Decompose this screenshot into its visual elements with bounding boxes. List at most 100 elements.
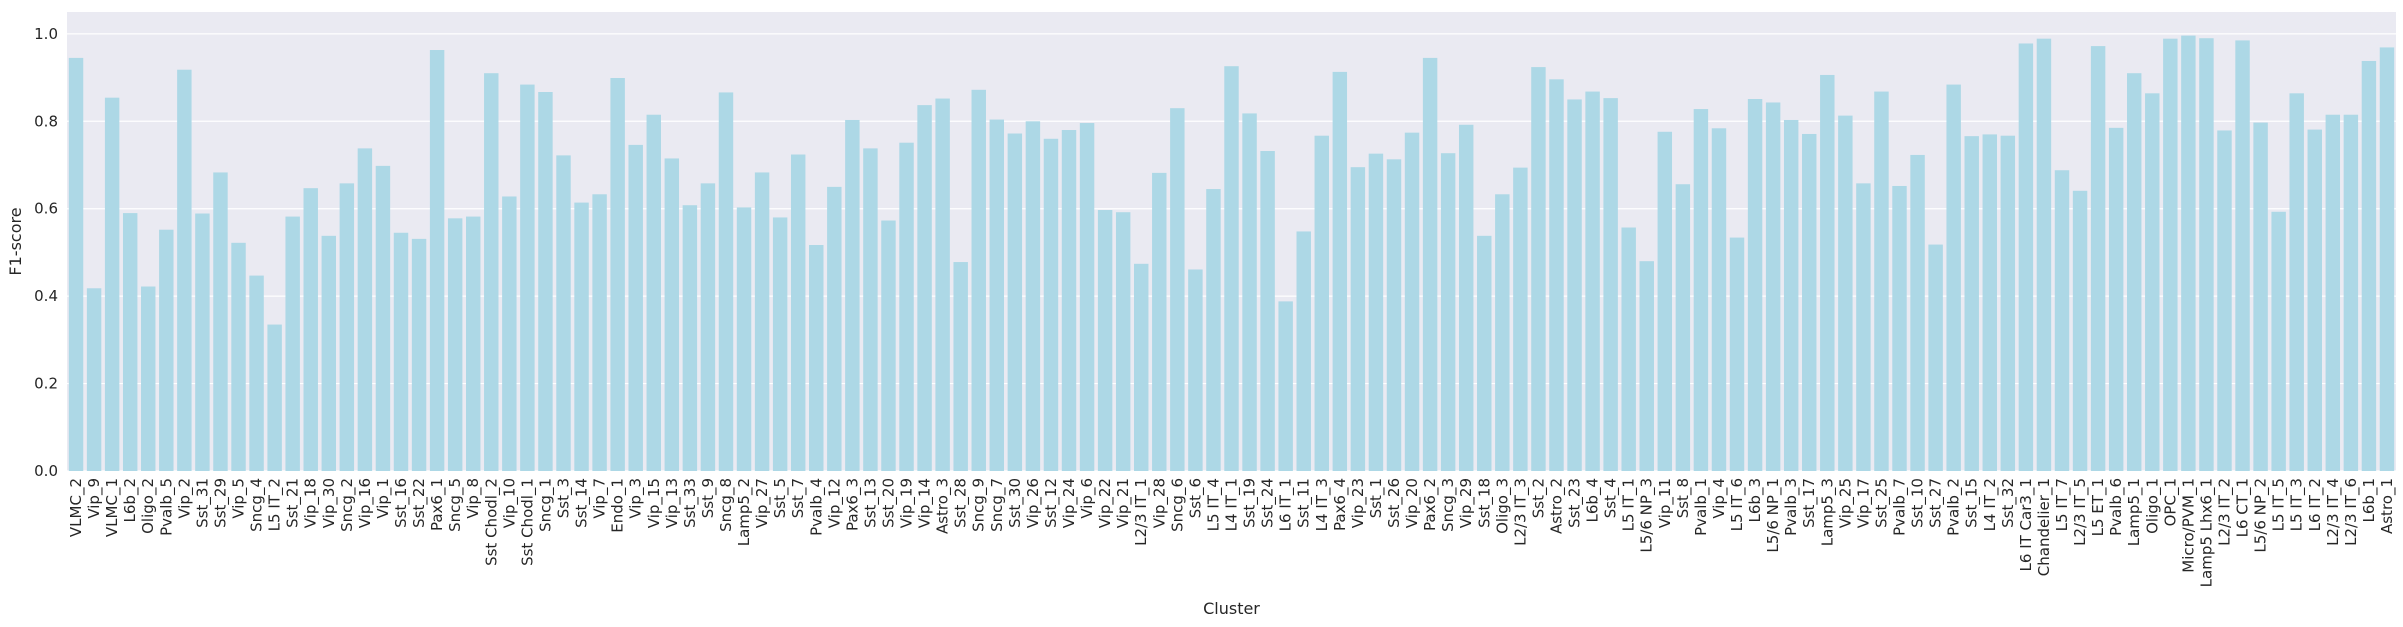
- x-tick-label: Pvalb_7: [1891, 478, 1910, 536]
- x-tick-label: Sncg_7: [988, 478, 1007, 532]
- bar: [1386, 159, 1402, 471]
- bar: [502, 196, 517, 471]
- bar: [2199, 38, 2214, 471]
- x-tick-label: Chandelier_1: [2035, 478, 2054, 576]
- bar: [447, 218, 463, 471]
- bar: [1368, 153, 1384, 472]
- x-tick-label: Sst_19: [1241, 478, 1260, 528]
- bar: [339, 183, 355, 472]
- bar: [1170, 108, 1185, 472]
- bar: [610, 78, 625, 471]
- x-tick-label: Vip_11: [1656, 478, 1675, 528]
- x-tick-label: Sncg_8: [717, 478, 736, 532]
- x-tick-label: Sst_10: [1909, 478, 1928, 528]
- bar: [1079, 123, 1095, 471]
- bar: [1314, 135, 1329, 471]
- x-tick-label: Sst_16: [392, 478, 411, 528]
- y-tick-label: 0.2: [34, 375, 58, 393]
- x-tick-label: Sncg_1: [536, 478, 555, 532]
- x-tick-label: L6 IT Car3_1: [2017, 478, 2036, 571]
- bar: [646, 114, 661, 471]
- bar: [2307, 129, 2322, 471]
- x-tick-label: Vip_10: [500, 478, 519, 528]
- bar: [2361, 60, 2377, 472]
- bar: [1115, 212, 1131, 471]
- x-tick-label: L5/6 NP_2: [2252, 478, 2271, 553]
- bar: [1332, 71, 1348, 471]
- x-tick-label: L6 IT_1: [1277, 478, 1296, 531]
- x-tick-label: Vip_6: [1078, 478, 1097, 519]
- x-tick-label: Sst_32: [1999, 478, 2018, 528]
- bar: [2235, 40, 2250, 472]
- bar: [1007, 133, 1023, 472]
- bar: [213, 172, 228, 471]
- x-tick-label: L6b_4: [1584, 478, 1603, 522]
- bar: [700, 183, 716, 472]
- bar: [2253, 122, 2268, 472]
- bar: [1675, 184, 1691, 471]
- bar: [1928, 244, 1943, 471]
- x-tick-label: Sst_2: [1529, 478, 1548, 518]
- x-tick-label: Vip_18: [302, 478, 321, 528]
- bar: [1783, 119, 1799, 471]
- bar: [1838, 115, 1853, 472]
- x-tick-label: Sst_15: [1963, 478, 1982, 528]
- bar: [953, 262, 968, 471]
- y-tick-labels: 0.0 0.2 0.4 0.6 0.8 1.0: [34, 25, 58, 480]
- x-tick-label: Vip_22: [1096, 478, 1115, 528]
- bar: [790, 154, 806, 471]
- bar: [1061, 130, 1077, 471]
- x-tick-label: L5/6 NP_1: [1764, 478, 1783, 553]
- x-tick-label: Sst_4: [1602, 478, 1621, 518]
- x-tick-label: Vip_4: [1710, 478, 1729, 519]
- bar: [1802, 133, 1817, 471]
- bar: [1639, 261, 1654, 471]
- x-tick-label: L5 IT_3: [2288, 478, 2307, 531]
- x-tick-label: Pax6_3: [843, 478, 862, 531]
- x-tick-label: Pvalb_2: [1945, 478, 1964, 536]
- bar: [1206, 189, 1221, 472]
- bar: [393, 232, 409, 471]
- x-tick-label: L2/3 IT_3: [1511, 478, 1530, 546]
- bar: [664, 158, 680, 471]
- bar: [429, 50, 445, 471]
- x-tick-label: Sst_28: [952, 478, 971, 528]
- bar: [809, 244, 824, 471]
- bar: [1693, 109, 1709, 471]
- bar: [1946, 84, 1961, 472]
- x-tick-label: Vip_1: [374, 478, 393, 519]
- bar: [1188, 269, 1203, 471]
- bar: [249, 275, 264, 471]
- bar: [1458, 124, 1474, 471]
- x-tick-label: Sst_8: [1674, 478, 1693, 518]
- x-tick-label: Sncg_5: [446, 478, 465, 532]
- bar: [2036, 38, 2052, 472]
- bar: [141, 286, 156, 471]
- bar: [1711, 128, 1727, 471]
- x-tick-label: Pvalb_3: [1782, 478, 1801, 536]
- x-tick-label: Sst_9: [699, 478, 718, 518]
- x-tick-label: Sst_5: [771, 478, 790, 518]
- bar: [628, 144, 643, 472]
- bar: [1043, 138, 1059, 471]
- x-tick-label: Endo_1: [609, 478, 628, 533]
- bars: [68, 35, 2395, 472]
- bar: [989, 119, 1005, 471]
- bar: [1621, 227, 1636, 471]
- x-tick-label: L2/3 IT_1: [1132, 478, 1151, 546]
- bar: [68, 57, 84, 472]
- x-tick-label: Vip_13: [663, 478, 682, 528]
- bar: [2163, 38, 2178, 472]
- bar: [574, 202, 589, 471]
- x-tick-label: Pax6_1: [428, 478, 447, 531]
- x-tick-label: Vip_21: [1114, 478, 1133, 528]
- x-tick-label: Sst_14: [573, 478, 592, 528]
- bar: [1856, 183, 1871, 472]
- x-tick-label: Vip_30: [320, 478, 339, 528]
- bar: [411, 238, 427, 471]
- bar: [1224, 66, 1239, 471]
- bar: [1513, 167, 1528, 471]
- x-tick-label: L6b_3: [1746, 478, 1765, 522]
- x-tick-label: Vip_28: [1150, 478, 1169, 528]
- x-tick-label: Sst_17: [1800, 478, 1819, 528]
